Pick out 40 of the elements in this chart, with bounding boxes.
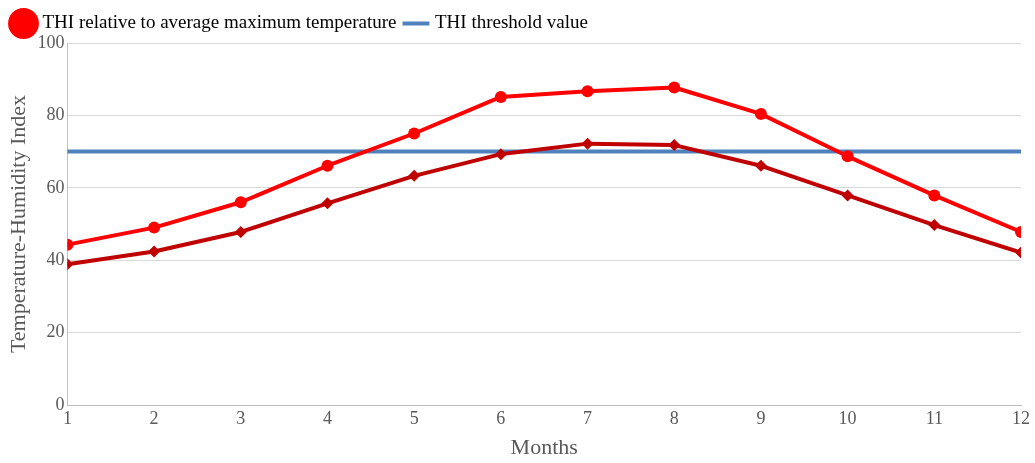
- point: [321, 197, 334, 210]
- x-tick-label: 11: [925, 407, 943, 428]
- x-tick-label: 4: [322, 407, 332, 428]
- x-tick-label: 7: [583, 407, 593, 428]
- y-tick-label: 20: [46, 321, 65, 342]
- point: [754, 107, 767, 120]
- y-tick-label: 0: [55, 393, 65, 414]
- legend-label: THI relative to average maximum temperature: [42, 11, 397, 33]
- point: [668, 81, 681, 94]
- y-axis-title: Temperature-Humidity Index: [4, 94, 30, 354]
- x-tick-label: 2: [149, 407, 159, 428]
- point: [148, 221, 161, 234]
- point: [494, 148, 507, 161]
- point: [928, 189, 941, 202]
- x-tick-label: 8: [669, 407, 679, 428]
- y-tick-label: 80: [46, 104, 65, 125]
- point: [841, 189, 854, 202]
- y-tick-label: 100: [37, 31, 65, 52]
- x-tick-label: 6: [496, 407, 506, 428]
- x-axis-title: Months: [510, 433, 578, 459]
- y-tick-label: 40: [46, 248, 65, 269]
- legend-label: THI threshold value: [434, 11, 588, 33]
- point: [234, 225, 247, 238]
- point: [408, 169, 421, 182]
- x-tick-label: 12: [1012, 407, 1030, 428]
- point: [234, 196, 247, 209]
- point: [408, 127, 421, 140]
- point: [494, 90, 507, 103]
- point: [928, 219, 941, 232]
- x-tick-label: 9: [756, 407, 766, 428]
- x-tick-label: 10: [838, 407, 857, 428]
- x-tick-label: 1: [62, 407, 72, 428]
- point: [841, 150, 854, 163]
- point: [581, 85, 594, 98]
- x-tick-label: 5: [409, 407, 419, 428]
- y-tick-label: 60: [46, 176, 65, 197]
- point: [321, 159, 334, 172]
- point: [754, 159, 767, 172]
- point: [148, 245, 161, 258]
- x-tick-label: 3: [236, 407, 246, 428]
